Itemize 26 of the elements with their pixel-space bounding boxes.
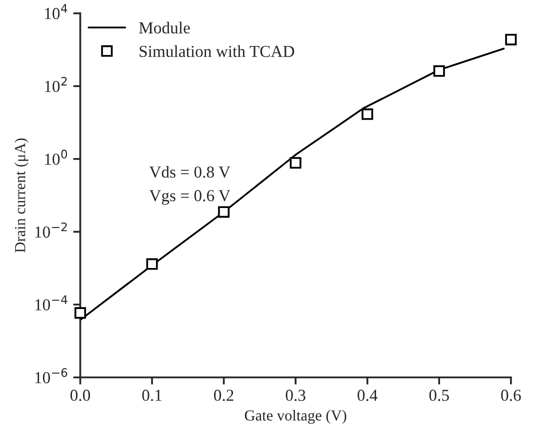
x-tick-label: 0.5 xyxy=(429,390,449,402)
x-tick-label: 0.2 xyxy=(214,390,234,402)
x-tick-label: 0.1 xyxy=(142,390,162,402)
point xyxy=(146,258,158,270)
legend-label: Simulation with TCAD xyxy=(140,45,294,58)
point xyxy=(362,108,374,120)
point xyxy=(74,307,86,319)
y-tick-label: 10$^{0}$ xyxy=(45,150,68,165)
x-tick-label: 0.3 xyxy=(286,390,306,402)
point xyxy=(433,65,445,77)
y-axis-title: Drain current (μA) xyxy=(14,138,28,252)
annotation: Vds = 0.8 V xyxy=(149,166,230,178)
x-axis-title: Gate voltage (V) xyxy=(244,410,346,424)
x-tick-label: 0.0 xyxy=(70,390,90,402)
x-tick-label: 0.6 xyxy=(501,390,521,402)
y-tick-label: 10$^{−2}$ xyxy=(35,222,67,238)
x-tick-label: 0.4 xyxy=(358,390,378,402)
legend-label: Module xyxy=(139,22,190,34)
point xyxy=(218,206,230,218)
annotation: Vgs = 0.6 V xyxy=(149,190,230,205)
y-tick-label: 10$^{2}$ xyxy=(45,76,67,92)
y-tick-label: 10$^{4}$ xyxy=(45,4,68,20)
y-tick-label: 10$^{−6}$ xyxy=(35,368,68,384)
y-tick-label: 10$^{−4}$ xyxy=(35,295,68,310)
point xyxy=(290,157,302,169)
point xyxy=(505,34,517,46)
